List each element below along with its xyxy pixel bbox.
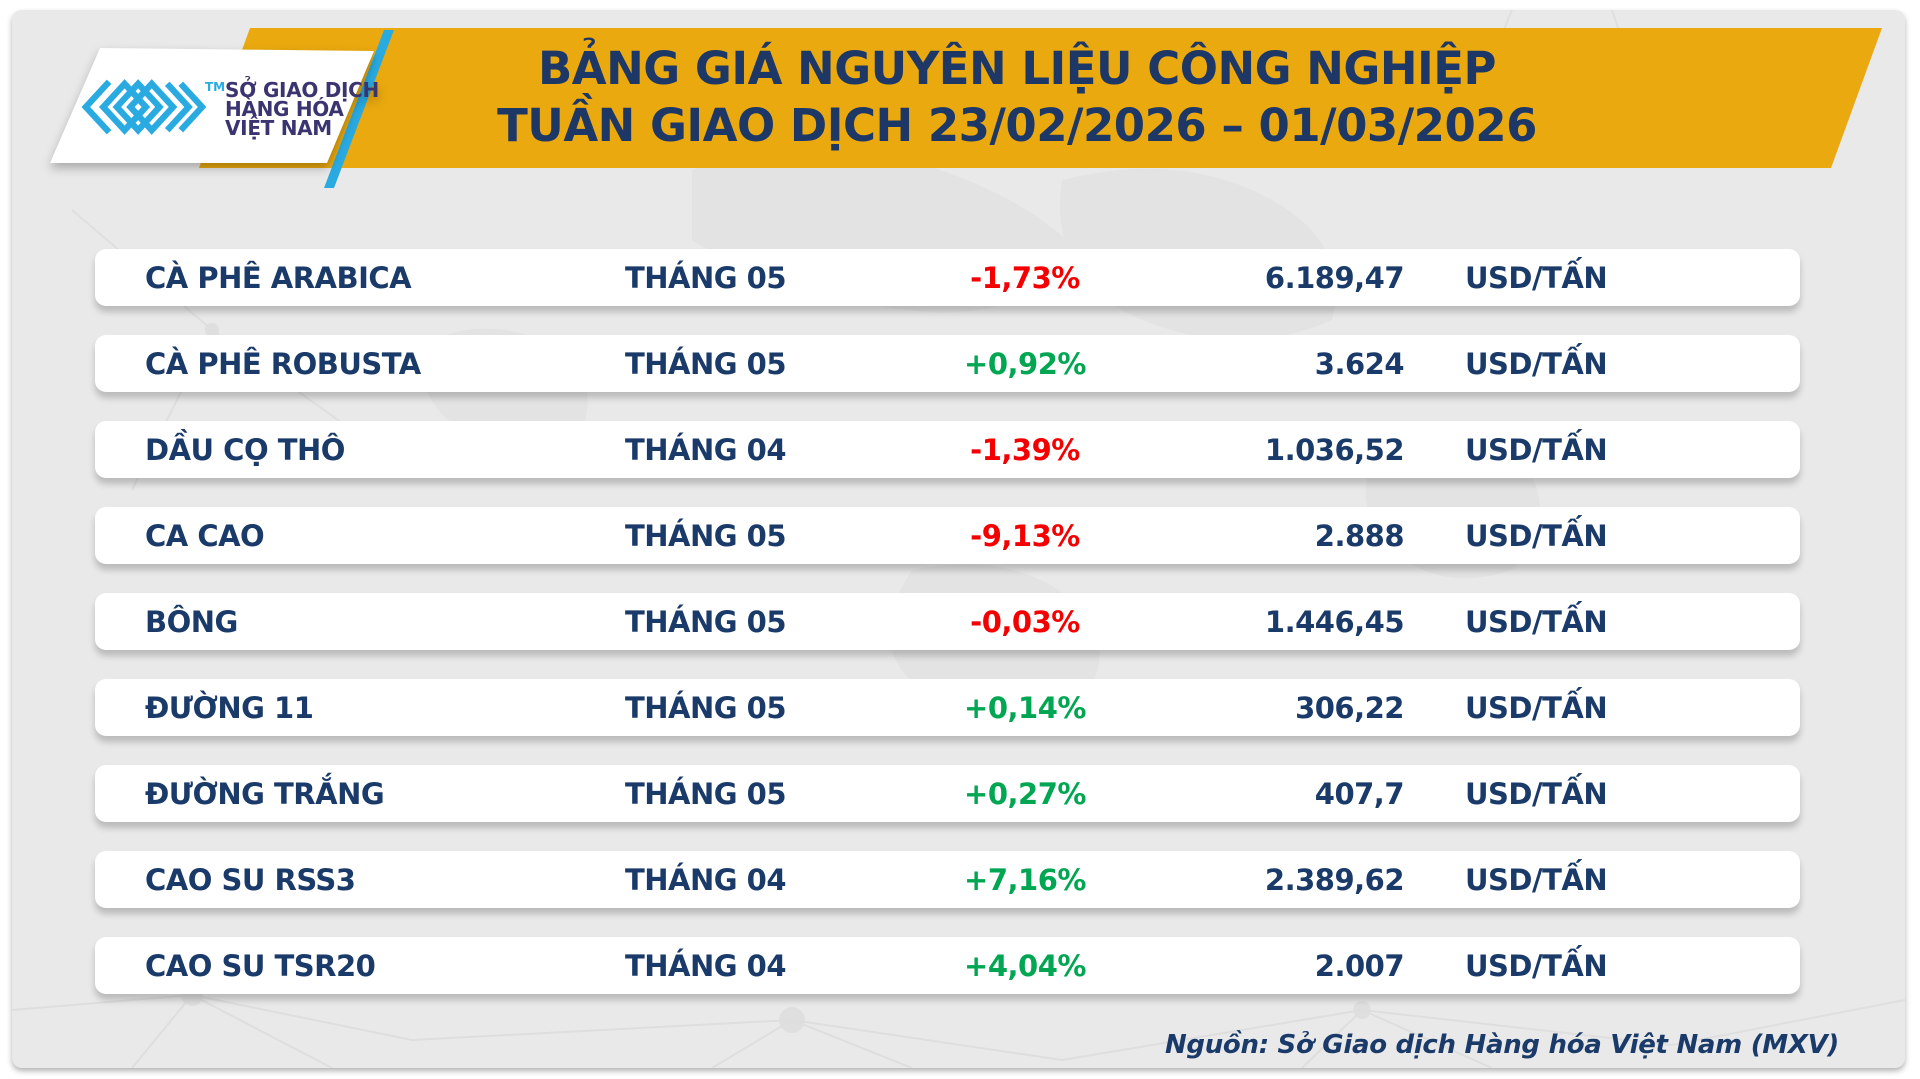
contract-month: THÁNG 04 [625, 862, 787, 897]
price-unit: USD/TẤN [1465, 776, 1608, 811]
price-value: 6.189,47 [1264, 260, 1405, 295]
mxv-chevron-logo-icon [81, 79, 206, 135]
table-row: CÀ PHÊ ROBUSTA THÁNG 05 +0,92% 3.624 USD… [95, 335, 1800, 392]
commodity-name: CAO SU TSR20 [145, 948, 376, 983]
price-value: 306,22 [1295, 690, 1404, 725]
page-title-line1: BẢNG GIÁ NGUYÊN LIỆU CÔNG NGHIỆP [538, 42, 1496, 95]
commodity-name: ĐƯỜNG TRẮNG [145, 776, 385, 811]
price-value: 407,7 [1314, 776, 1405, 811]
contract-month: THÁNG 05 [625, 260, 787, 295]
table-row: CA CAO THÁNG 05 -9,13% 2.888 USD/TẤN [95, 507, 1800, 564]
contract-month: THÁNG 04 [625, 948, 787, 983]
change-percent: -1,39% [970, 432, 1080, 467]
org-name-line2: HÀNG HÓA [225, 97, 344, 121]
price-table: CÀ PHÊ ARABICA THÁNG 05 -1,73% 6.189,47 … [95, 10, 1800, 1068]
org-name-line1: SỞ GIAO DỊCH [225, 78, 379, 102]
commodity-name: BÔNG [145, 604, 238, 639]
price-unit: USD/TẤN [1465, 346, 1608, 381]
contract-month: THÁNG 05 [625, 776, 787, 811]
change-percent: +4,04% [964, 948, 1086, 983]
contract-month: THÁNG 05 [625, 346, 787, 381]
commodity-name: CÀ PHÊ ARABICA [145, 260, 412, 295]
price-value: 2.389,62 [1264, 862, 1405, 897]
page-title-line2: TUẦN GIAO DỊCH 23/02/2026 – 01/03/2026 [497, 99, 1537, 152]
price-value: 1.446,45 [1264, 604, 1405, 639]
price-value: 2.888 [1314, 518, 1405, 553]
commodity-name: CÀ PHÊ ROBUSTA [145, 346, 421, 381]
price-unit: USD/TẤN [1465, 518, 1608, 553]
price-unit: USD/TẤN [1465, 432, 1608, 467]
price-unit: USD/TẤN [1465, 260, 1608, 295]
change-percent: +0,92% [964, 346, 1086, 381]
price-unit: USD/TẤN [1465, 690, 1608, 725]
price-unit: USD/TẤN [1465, 604, 1608, 639]
table-row: CAO SU TSR20 THÁNG 04 +4,04% 2.007 USD/T… [95, 937, 1800, 994]
contract-month: THÁNG 04 [625, 432, 787, 467]
price-value: 3.624 [1314, 346, 1405, 381]
contract-month: THÁNG 05 [625, 604, 787, 639]
change-percent: +7,16% [964, 862, 1086, 897]
mxv-logo-plate: TM SỞ GIAO DỊCH HÀNG HÓA VIỆT NAM [33, 40, 383, 163]
table-row: BÔNG THÁNG 05 -0,03% 1.446,45 USD/TẤN [95, 593, 1800, 650]
table-row: CÀ PHÊ ARABICA THÁNG 05 -1,73% 6.189,47 … [95, 249, 1800, 306]
org-name: SỞ GIAO DỊCH HÀNG HÓA VIỆT NAM [225, 78, 379, 140]
org-name-line3: VIỆT NAM [225, 116, 332, 140]
table-row: ĐƯỜNG 11 THÁNG 05 +0,14% 306,22 USD/TẤN [95, 679, 1800, 736]
table-row: CAO SU RSS3 THÁNG 04 +7,16% 2.389,62 USD… [95, 851, 1800, 908]
table-row: ĐƯỜNG TRẮNG THÁNG 05 +0,27% 407,7 USD/TẤ… [95, 765, 1800, 822]
commodity-name: CAO SU RSS3 [145, 862, 356, 897]
header-banner: BẢNG GIÁ NGUYÊN LIỆU CÔNG NGHIỆP TUẦN GI… [199, 28, 1882, 168]
page-title: BẢNG GIÁ NGUYÊN LIỆU CÔNG NGHIỆP TUẦN GI… [382, 40, 1652, 154]
price-value: 2.007 [1314, 948, 1405, 983]
table-row: DẦU CỌ THÔ THÁNG 04 -1,39% 1.036,52 USD/… [95, 421, 1800, 478]
change-percent: -1,73% [970, 260, 1080, 295]
price-value: 1.036,52 [1264, 432, 1405, 467]
trademark-symbol: TM [205, 80, 226, 94]
change-percent: +0,27% [964, 776, 1086, 811]
price-unit: USD/TẤN [1465, 948, 1608, 983]
price-board-card: BẢNG GIÁ NGUYÊN LIỆU CÔNG NGHIỆP TUẦN GI… [12, 10, 1905, 1068]
commodity-name: DẦU CỌ THÔ [145, 432, 345, 467]
price-unit: USD/TẤN [1465, 862, 1608, 897]
change-percent: +0,14% [964, 690, 1086, 725]
commodity-name: CA CAO [145, 518, 265, 553]
change-percent: -0,03% [970, 604, 1080, 639]
contract-month: THÁNG 05 [625, 518, 787, 553]
change-percent: -9,13% [970, 518, 1080, 553]
source-note: Nguồn: Sở Giao dịch Hàng hóa Việt Nam (M… [1164, 1030, 1839, 1060]
contract-month: THÁNG 05 [625, 690, 787, 725]
commodity-name: ĐƯỜNG 11 [145, 690, 314, 725]
